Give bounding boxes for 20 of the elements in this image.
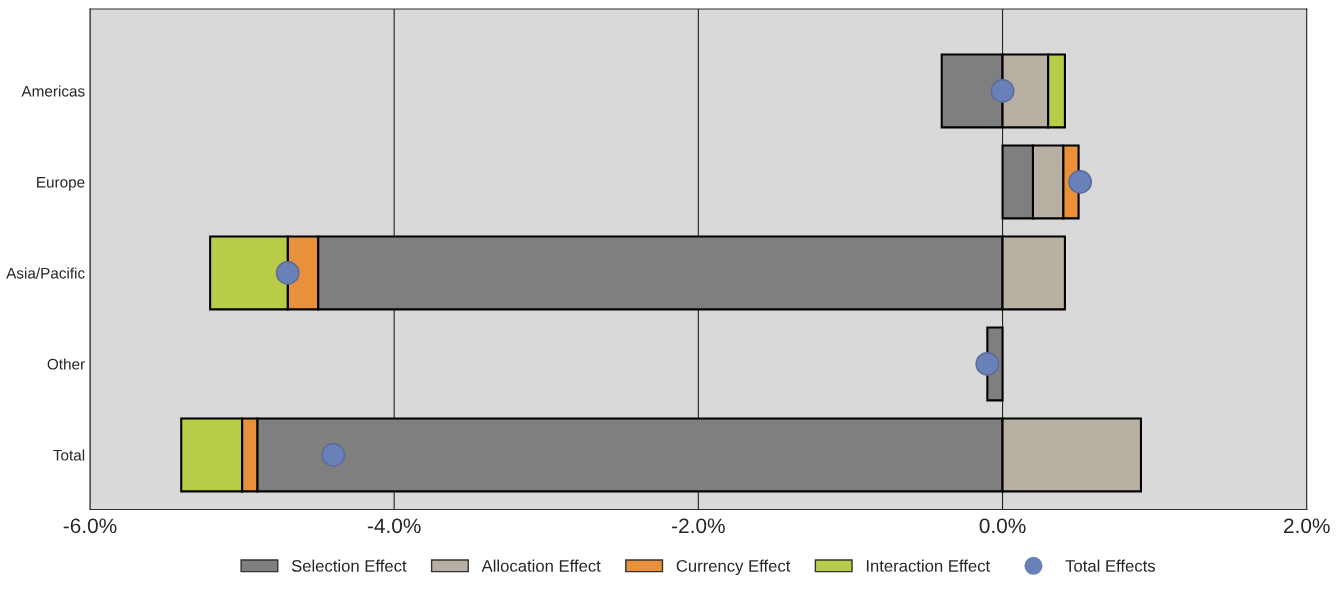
point xyxy=(990,79,1015,103)
legend-label: Currency Effect xyxy=(676,559,791,576)
legend-label: Total Effects xyxy=(1065,559,1156,572)
y-tick-label: Other xyxy=(47,358,85,370)
x-tick-label: -4.0% xyxy=(367,518,421,534)
legend-label: Allocation Effect xyxy=(481,559,601,572)
legend-label: Selection Effect xyxy=(291,559,407,572)
point xyxy=(1068,170,1093,194)
y-tick-label: Asia/Pacific xyxy=(6,267,85,279)
x-tick-label: -2.0% xyxy=(672,518,725,534)
x-tick-label: 0.0% xyxy=(979,518,1026,534)
point xyxy=(321,443,346,467)
point xyxy=(275,261,300,285)
x-tick-label: 2.0% xyxy=(1284,518,1330,534)
point xyxy=(975,352,1000,376)
y-tick-label: Total xyxy=(53,449,85,461)
legend-label: Interaction Effect xyxy=(866,559,991,572)
y-tick-label: Americas xyxy=(21,85,85,97)
x-tick-label: -6.0% xyxy=(63,518,117,534)
y-tick-label: Europe xyxy=(37,176,85,191)
